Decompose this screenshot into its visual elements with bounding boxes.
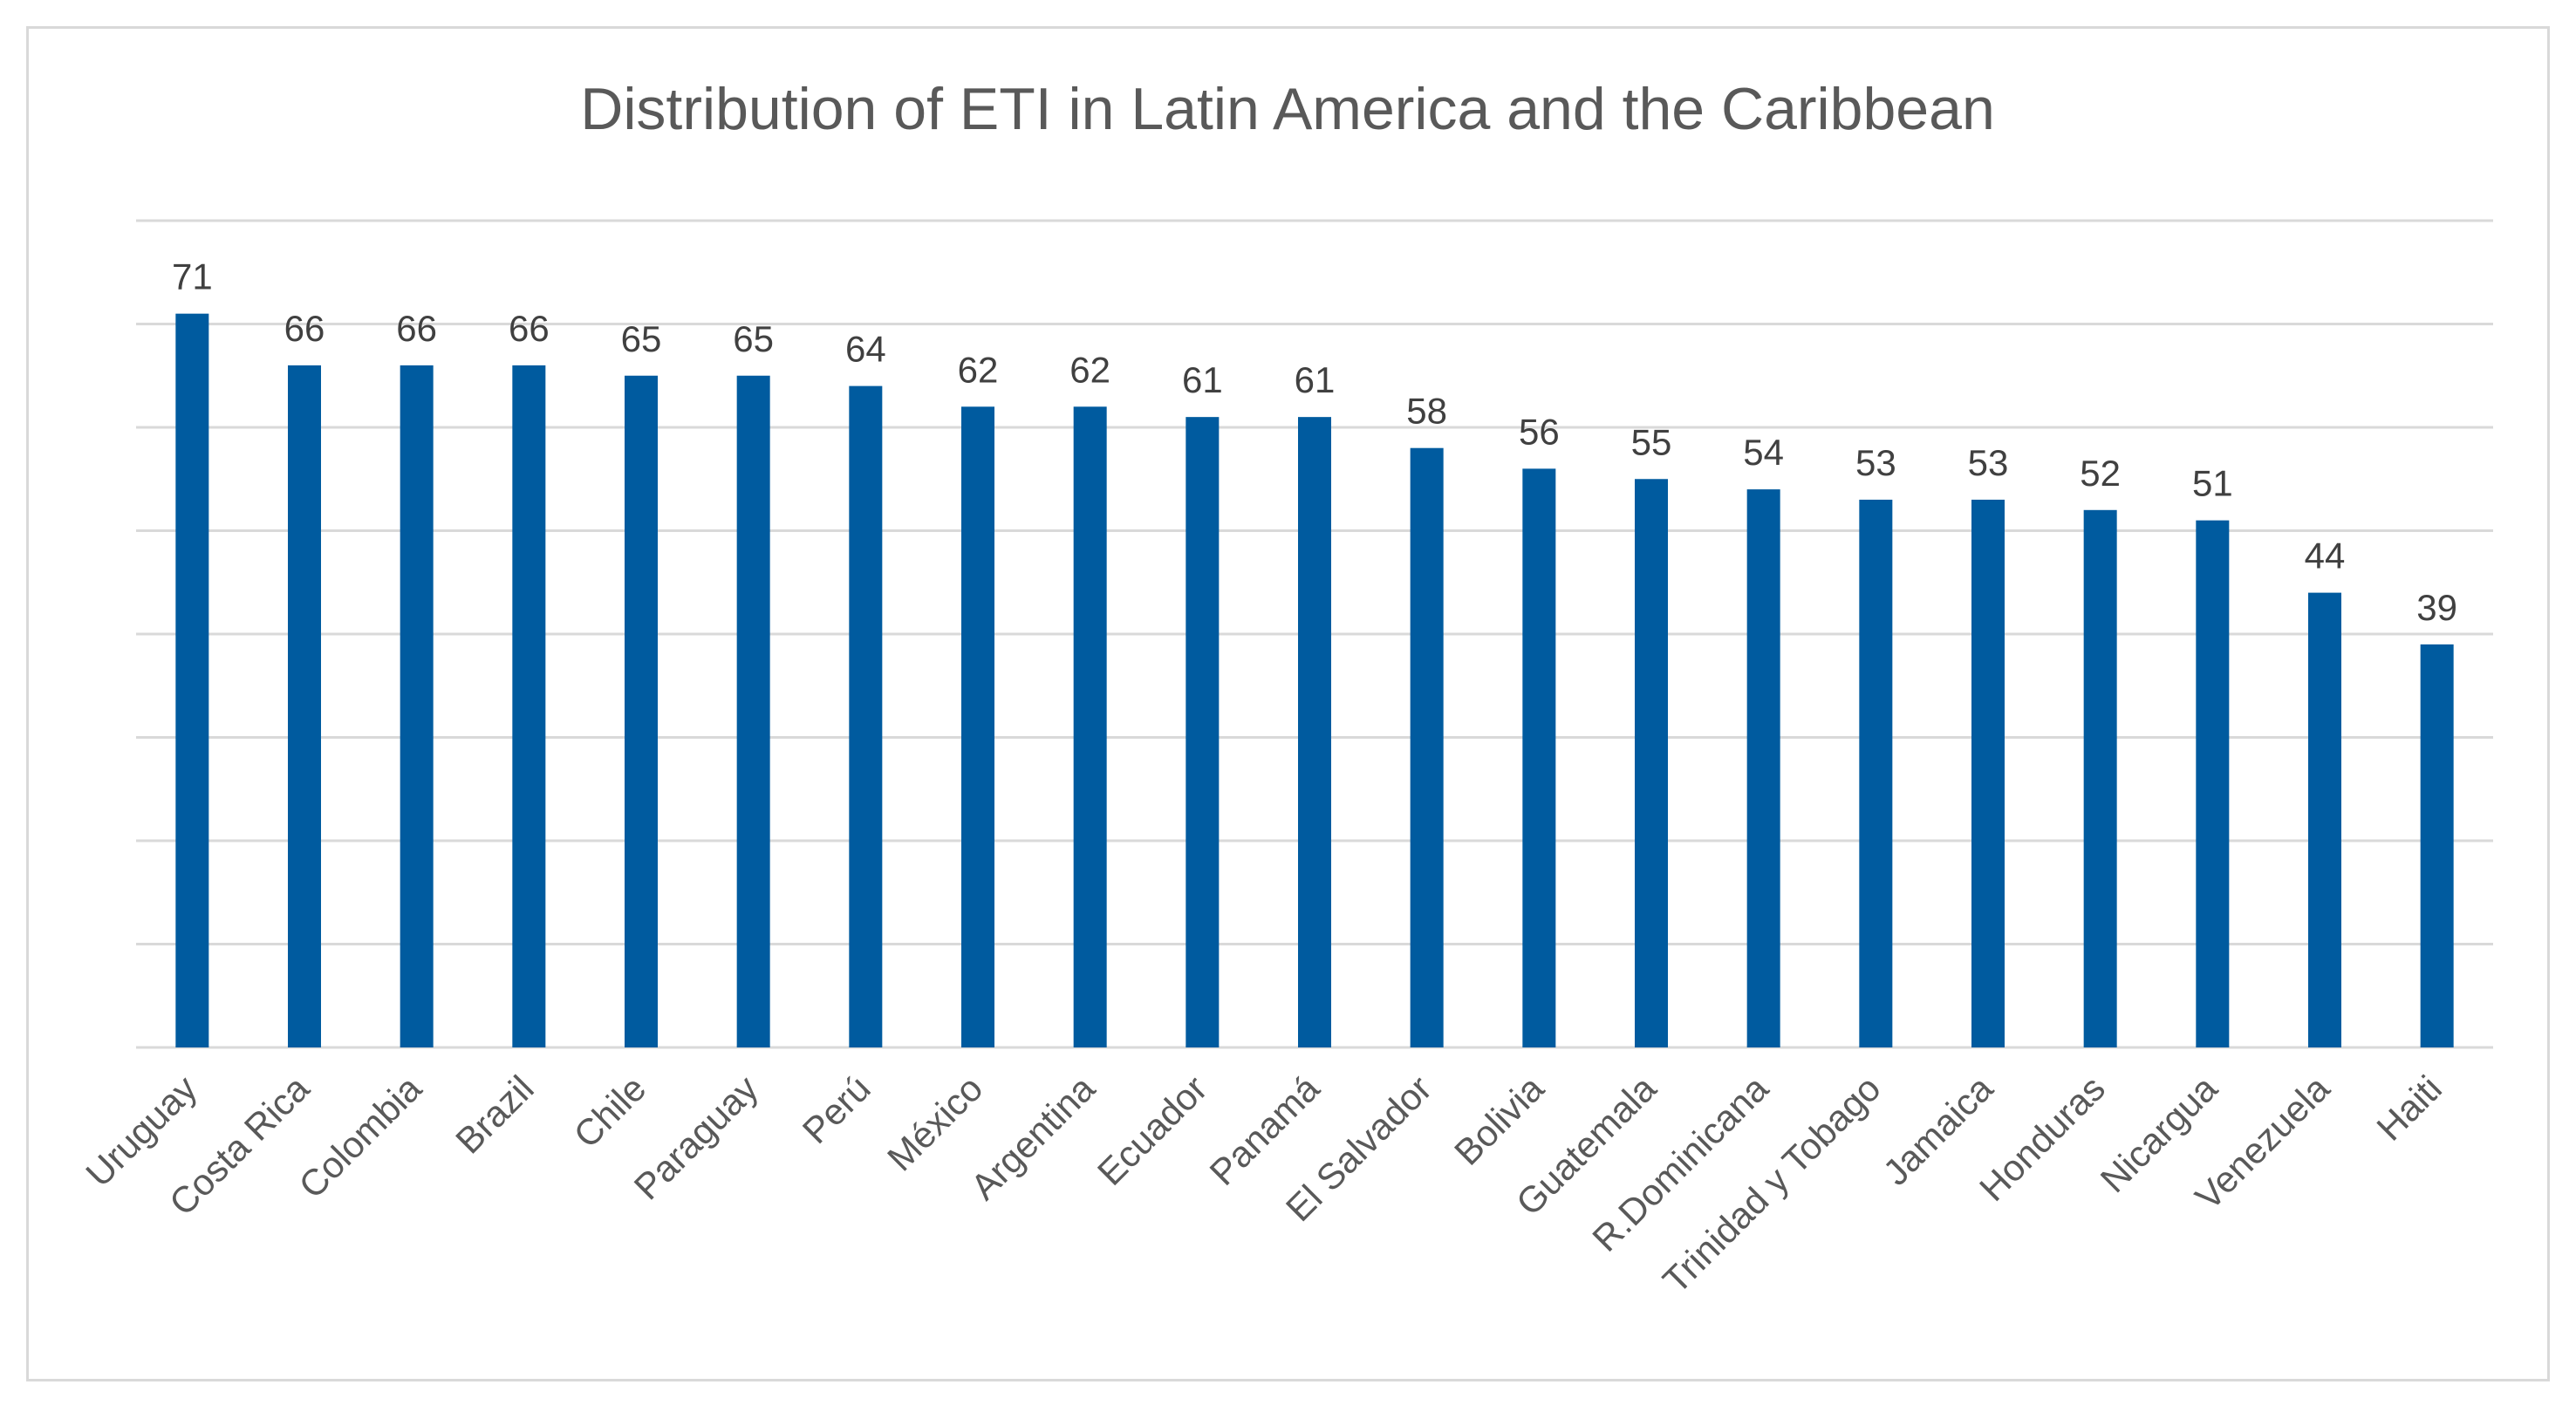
category-tick-label: Colombia — [290, 1068, 429, 1206]
data-label: 55 — [1631, 421, 1672, 462]
data-label: 54 — [1743, 432, 1784, 473]
bar[interactable] — [2420, 644, 2454, 1047]
bar[interactable] — [1971, 499, 2005, 1047]
data-label: 44 — [2305, 535, 2346, 576]
bar[interactable] — [1859, 499, 1893, 1047]
category-tick-label: Perú — [795, 1068, 878, 1151]
category-tick-label: Haiti — [2368, 1068, 2450, 1149]
data-label: 61 — [1182, 359, 1223, 400]
bar[interactable] — [1186, 417, 1220, 1047]
bar[interactable] — [849, 385, 883, 1048]
data-label: 58 — [1406, 391, 1447, 432]
bars — [175, 313, 2454, 1048]
bar[interactable] — [961, 406, 994, 1047]
category-tick-label: Argentina — [963, 1068, 1104, 1208]
chart-title: Distribution of ETI in Latin America and… — [580, 76, 1995, 142]
bar[interactable] — [2308, 592, 2341, 1047]
data-label: 62 — [958, 349, 999, 390]
bar[interactable] — [512, 365, 546, 1047]
data-label: 65 — [733, 318, 774, 359]
bar[interactable] — [1410, 447, 1444, 1047]
data-label: 64 — [845, 329, 886, 370]
data-label: 53 — [1968, 442, 2009, 483]
category-tick-label: México — [879, 1068, 990, 1178]
data-label: 65 — [621, 318, 662, 359]
data-label: 66 — [509, 308, 550, 349]
category-tick-label: Trinidad y Tobago — [1655, 1068, 1889, 1301]
category-tick-label: Bolivia — [1446, 1068, 1552, 1173]
category-tick-label: Paraguay — [626, 1068, 766, 1207]
bar[interactable] — [2196, 520, 2230, 1047]
chart-frame — [26, 26, 2550, 1381]
bar[interactable] — [625, 375, 658, 1047]
data-label: 39 — [2416, 587, 2457, 628]
bar[interactable] — [400, 365, 434, 1047]
category-tick-label: Chile — [565, 1068, 653, 1156]
category-tick-label: Ecuador — [1090, 1068, 1215, 1193]
bar[interactable] — [736, 375, 770, 1047]
data-label: 51 — [2192, 463, 2233, 504]
data-label: 56 — [1519, 411, 1560, 452]
bar[interactable] — [1522, 468, 1556, 1047]
category-tick-label: Brazil — [448, 1068, 542, 1162]
data-label: 66 — [284, 308, 325, 349]
data-label: 61 — [1295, 359, 1336, 400]
bar[interactable] — [1746, 489, 1780, 1047]
bar[interactable] — [175, 313, 209, 1047]
bar[interactable] — [2083, 509, 2117, 1047]
bar[interactable] — [1298, 417, 1331, 1047]
data-label: 66 — [396, 308, 437, 349]
data-label: 53 — [1855, 442, 1896, 483]
data-label: 52 — [2080, 453, 2121, 494]
data-label: 71 — [172, 256, 213, 297]
data-label: 62 — [1069, 349, 1110, 390]
bar[interactable] — [1073, 406, 1107, 1047]
bar[interactable] — [1635, 479, 1668, 1047]
data-labels: 71 66 66 66 65 65 64 62 62 61 61 58 56 55 54 53 53 52 51 44… — [172, 256, 2457, 628]
bar[interactable] — [288, 365, 321, 1047]
